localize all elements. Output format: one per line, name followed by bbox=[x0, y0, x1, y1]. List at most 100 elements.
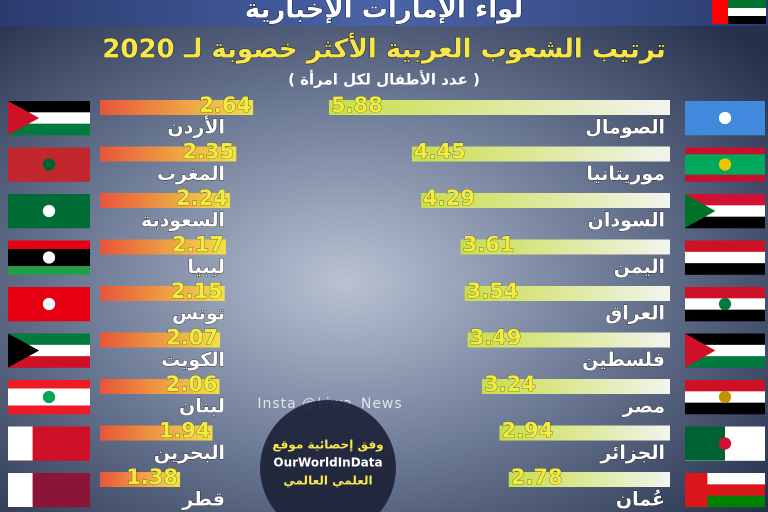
country-name: السعودية bbox=[141, 210, 225, 232]
value-label: 2.64 bbox=[199, 93, 251, 117]
bar bbox=[467, 332, 670, 348]
value-label: 2.94 bbox=[501, 419, 553, 443]
bar bbox=[100, 332, 221, 348]
flag bbox=[685, 426, 765, 461]
flag bbox=[685, 240, 765, 275]
flag-emblem bbox=[718, 111, 732, 125]
flag bbox=[8, 147, 90, 182]
value-label: 2.78 bbox=[511, 465, 563, 489]
flag-stripe bbox=[8, 240, 90, 250]
country-name: فلسطين bbox=[582, 349, 665, 371]
country-name: لبنان bbox=[179, 396, 225, 418]
country-name: الصومال bbox=[585, 117, 665, 139]
value-label: 5.88 bbox=[331, 93, 383, 117]
flag bbox=[8, 473, 90, 508]
bar bbox=[464, 286, 670, 301]
flag bbox=[685, 147, 765, 182]
flag-stripe bbox=[685, 344, 765, 357]
flag bbox=[685, 333, 765, 368]
country-name: تونس bbox=[172, 303, 225, 325]
value-label: 1.38 bbox=[126, 465, 178, 489]
flag-stripe bbox=[685, 205, 765, 217]
country-name: مصر bbox=[622, 396, 665, 418]
flag-stripe bbox=[8, 101, 90, 113]
country-name: عُمان bbox=[616, 489, 665, 511]
flag-emblem bbox=[42, 158, 56, 171]
source-line: العلمي العالمي bbox=[283, 474, 372, 488]
flag-emblem bbox=[42, 251, 56, 264]
bar bbox=[100, 472, 181, 487]
flag-stripe bbox=[8, 356, 90, 368]
chart-title: ترتيب الشعوب العربية الأكثر خصوبة لـ 202… bbox=[102, 33, 665, 65]
flag-stripe bbox=[685, 380, 765, 392]
source-line: وفق إحصائية موقع bbox=[272, 438, 383, 453]
flag-stripe bbox=[685, 174, 765, 182]
flag-stripe bbox=[8, 405, 90, 415]
bar bbox=[100, 100, 254, 115]
flag-stripe bbox=[685, 309, 765, 322]
bar bbox=[100, 146, 237, 162]
subtitle: ( عدد الأطفال لكل امرأة ) bbox=[288, 70, 480, 89]
flag-stripe bbox=[685, 263, 765, 275]
flag-emblem bbox=[42, 390, 56, 404]
flag bbox=[8, 240, 90, 275]
flag-bar bbox=[685, 426, 725, 461]
flag bbox=[8, 287, 90, 322]
source-line: OurWorldInData bbox=[273, 456, 382, 470]
value-label: 4.45 bbox=[414, 140, 466, 164]
country-name: البحرين bbox=[154, 442, 225, 464]
flag-emblem bbox=[718, 390, 732, 404]
header: لواء الإمارات الإخبارية bbox=[245, 0, 523, 25]
flag-emblem bbox=[718, 158, 732, 171]
value-label: 3.49 bbox=[470, 326, 522, 350]
flag-emblem bbox=[718, 297, 732, 311]
bar bbox=[499, 425, 670, 441]
flag-stripe bbox=[8, 123, 90, 136]
flag-stripe bbox=[8, 266, 90, 275]
flag-stripe bbox=[685, 495, 765, 508]
flag-stripe bbox=[685, 240, 765, 253]
flag-stripe bbox=[8, 333, 90, 346]
flag-stripe bbox=[685, 194, 765, 206]
uae-flag bbox=[712, 0, 766, 24]
flag-stripe bbox=[8, 380, 90, 389]
bar bbox=[100, 425, 213, 441]
country-name: العراق bbox=[605, 303, 665, 325]
header-band bbox=[0, 0, 768, 26]
value-label: 3.61 bbox=[463, 233, 515, 257]
country-name: اليمن bbox=[614, 256, 665, 278]
flag-stripe bbox=[8, 112, 90, 124]
value-label: 2.17 bbox=[172, 233, 224, 257]
country-name: الجزائر bbox=[599, 442, 665, 464]
country-name: موريتانيا bbox=[586, 163, 665, 185]
flag-stripe bbox=[685, 484, 765, 496]
flag-triangle bbox=[685, 194, 716, 228]
flag-stripe bbox=[685, 333, 765, 346]
flag-bar bbox=[685, 473, 708, 507]
flag-stripe bbox=[685, 154, 765, 162]
bar bbox=[100, 286, 225, 301]
flag bbox=[685, 101, 765, 136]
country-name: ليبيا bbox=[187, 256, 225, 278]
flag-bar bbox=[8, 473, 33, 507]
value-label: 4.29 bbox=[423, 186, 475, 210]
country-name: الكويت bbox=[161, 349, 225, 371]
flag-stripe bbox=[685, 402, 765, 415]
bar bbox=[328, 100, 670, 115]
flag bbox=[685, 473, 765, 508]
flag bbox=[8, 426, 90, 461]
country-name: قطر bbox=[181, 489, 225, 511]
source-badge bbox=[260, 400, 396, 512]
flag-emblem bbox=[42, 204, 56, 218]
country-name: السودان bbox=[588, 210, 665, 232]
flag-stripe bbox=[685, 251, 765, 264]
flag bbox=[685, 380, 765, 415]
flag-bar bbox=[8, 426, 33, 461]
flag-stripe bbox=[685, 147, 765, 155]
flag-stripe bbox=[685, 167, 765, 175]
flag-stripe bbox=[8, 344, 90, 357]
country-name: المغرب bbox=[157, 163, 225, 185]
flag-emblem bbox=[718, 437, 732, 450]
bar bbox=[100, 239, 226, 255]
value-label: 3.54 bbox=[467, 279, 519, 303]
